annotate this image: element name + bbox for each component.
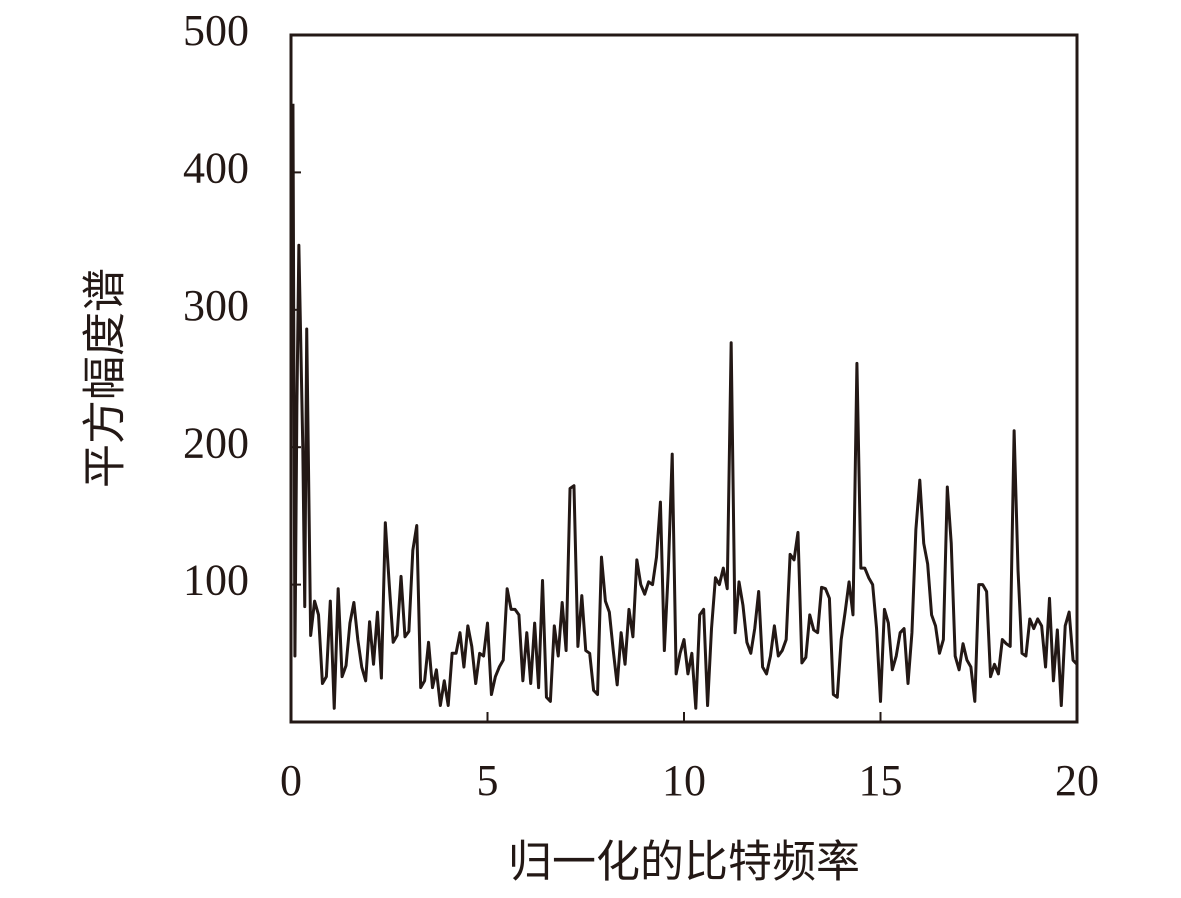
x-tick-label: 0 bbox=[280, 756, 302, 805]
y-tick-label: 300 bbox=[183, 281, 249, 330]
x-tick-label: 5 bbox=[477, 756, 499, 805]
y-tick-label: 100 bbox=[183, 556, 249, 605]
y-tick-label: 500 bbox=[183, 6, 249, 55]
y-tick-label: 400 bbox=[183, 143, 249, 192]
y-axis-label: 平方幅度谱 bbox=[80, 268, 131, 488]
x-tick-label: 10 bbox=[662, 756, 706, 805]
x-tick-label: 15 bbox=[859, 756, 903, 805]
x-tick-label: 20 bbox=[1055, 756, 1099, 805]
x-axis-label: 归一化的比特频率 bbox=[508, 837, 860, 888]
y-tick-label: 200 bbox=[183, 418, 249, 467]
data-line bbox=[291, 103, 1079, 710]
